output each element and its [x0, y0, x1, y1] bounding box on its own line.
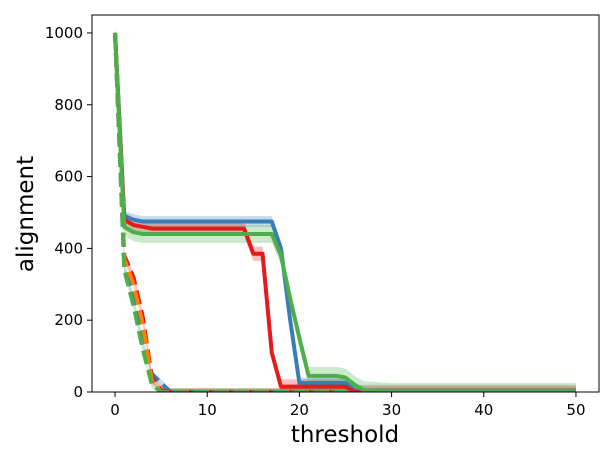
- band-series-6: [115, 29, 576, 392]
- band-series-2: [115, 29, 576, 392]
- band-series-4: [115, 29, 576, 392]
- x-axis-label: threshold: [291, 422, 399, 448]
- x-tick-label: 10: [198, 401, 217, 419]
- y-tick-label: 1000: [45, 24, 83, 42]
- x-tick-label: 0: [110, 401, 120, 419]
- y-tick-label: 800: [54, 96, 83, 114]
- band-series-3: [115, 29, 576, 392]
- y-tick-label: 0: [73, 383, 83, 401]
- y-tick-label: 200: [54, 311, 83, 329]
- line-series-4: [113, 32, 576, 392]
- line-series-5: [113, 32, 576, 392]
- x-axis-ticks: 0 10 20 30 40 50: [110, 392, 586, 419]
- x-tick-label: 20: [290, 401, 309, 419]
- band-series-1: [115, 29, 576, 392]
- line-series-2: [113, 32, 576, 392]
- line-series-0: [113, 32, 576, 392]
- band-series-0: [115, 29, 576, 392]
- y-axis-ticks: 0 200 400 600 800 1000: [45, 24, 92, 401]
- series-lines: [113, 32, 576, 392]
- y-tick-label: 400: [54, 239, 83, 257]
- y-tick-label: 600: [54, 168, 83, 186]
- confidence-bands: [115, 29, 576, 392]
- plot-frame: [91, 14, 600, 393]
- line-series-3: [113, 32, 576, 392]
- band-series-5: [115, 30, 576, 392]
- line-series-6: [113, 32, 576, 392]
- line-series-1: [113, 32, 576, 392]
- x-tick-label: 40: [474, 401, 493, 419]
- x-tick-label: 50: [566, 401, 585, 419]
- x-tick-label: 30: [382, 401, 401, 419]
- y-axis-label: alignment: [13, 156, 39, 272]
